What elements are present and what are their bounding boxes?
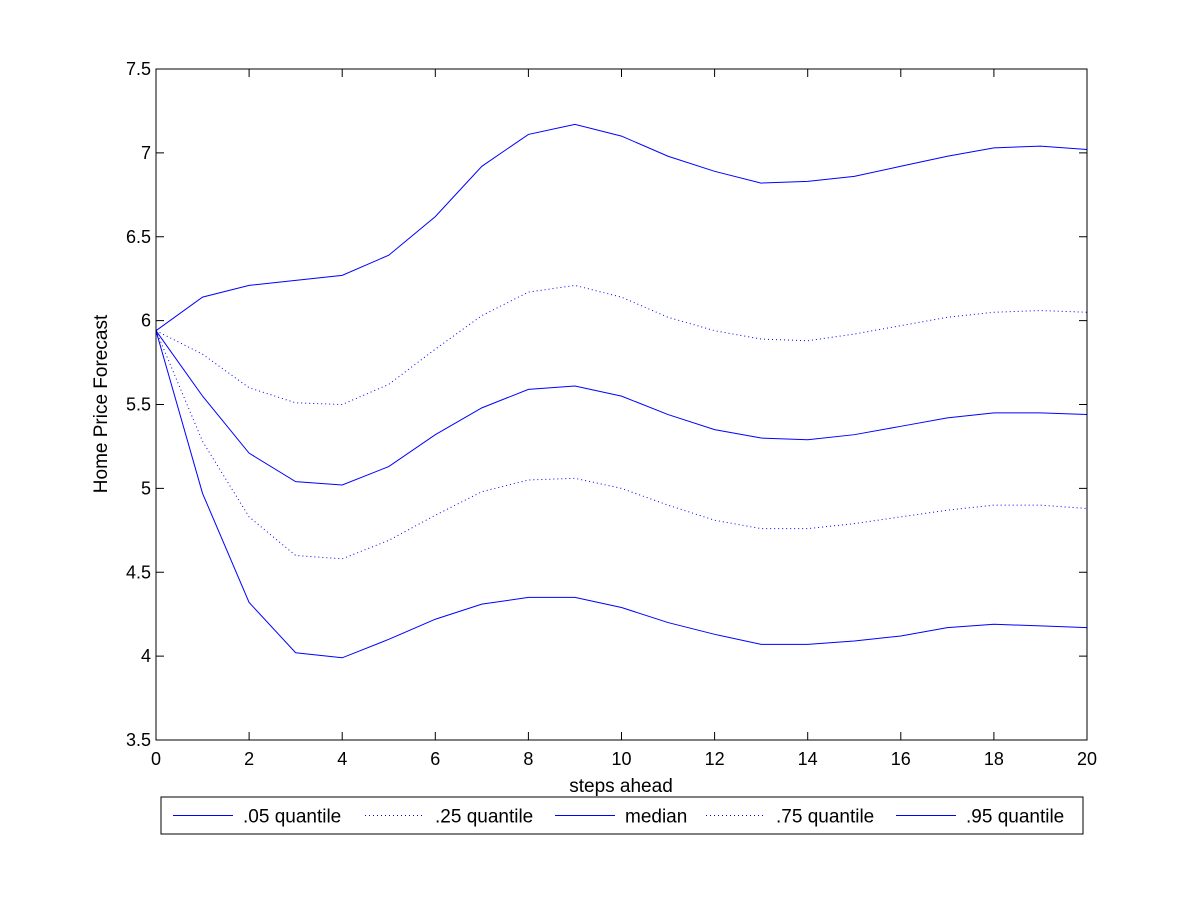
x-tick-label: 0: [151, 749, 161, 769]
x-axis-label: steps ahead: [569, 776, 673, 797]
y-tick-label: 4: [141, 646, 151, 666]
x-tick-label: 2: [244, 749, 254, 769]
y-tick-label: 7: [141, 143, 151, 163]
x-tick-label: 4: [337, 749, 347, 769]
y-tick-label: 5.5: [126, 395, 151, 415]
x-tick-label: 20: [1077, 749, 1097, 769]
x-tick-label: 18: [984, 749, 1004, 769]
series-layer: [155, 123, 1088, 659]
legend-label: median: [625, 807, 687, 828]
series-line-1: [155, 330, 1088, 560]
x-tick-label: 12: [705, 749, 725, 769]
series-line-2: [155, 330, 1088, 486]
x-tick-label: 16: [891, 749, 911, 769]
series-line-4: [155, 123, 1088, 332]
legend-label: .95 quantile: [966, 807, 1064, 828]
y-axis-label: Home Price Forecast: [91, 314, 112, 493]
legend-label: .05 quantile: [243, 807, 341, 828]
x-tick-label: 10: [611, 749, 631, 769]
x-tick-label: 6: [430, 749, 440, 769]
plot-area: [156, 69, 1087, 740]
y-tick-label: 5: [141, 478, 151, 498]
y-tick-label: 3.5: [126, 730, 151, 750]
legend-label: .75 quantile: [776, 807, 874, 828]
y-tick-label: 6: [141, 311, 151, 331]
series-line-0: [155, 330, 1088, 659]
legend: .05 quantile .25 quantile median .75 quanti…: [160, 796, 1084, 835]
legend-label: .25 quantile: [435, 807, 533, 828]
y-tick-label: 4.5: [126, 562, 151, 582]
x-tick-label: 8: [523, 749, 533, 769]
plot-background: [156, 69, 1087, 740]
x-tick-label: 14: [798, 749, 818, 769]
y-tick-label: 7.5: [126, 59, 151, 79]
y-tick-label: 6.5: [126, 227, 151, 247]
axes-layer: 0 2 4 6 8 10 12 14 16 18 20 3.5 4 4.5 5 5.5 6 6.5 7 7.5: [126, 59, 1097, 769]
